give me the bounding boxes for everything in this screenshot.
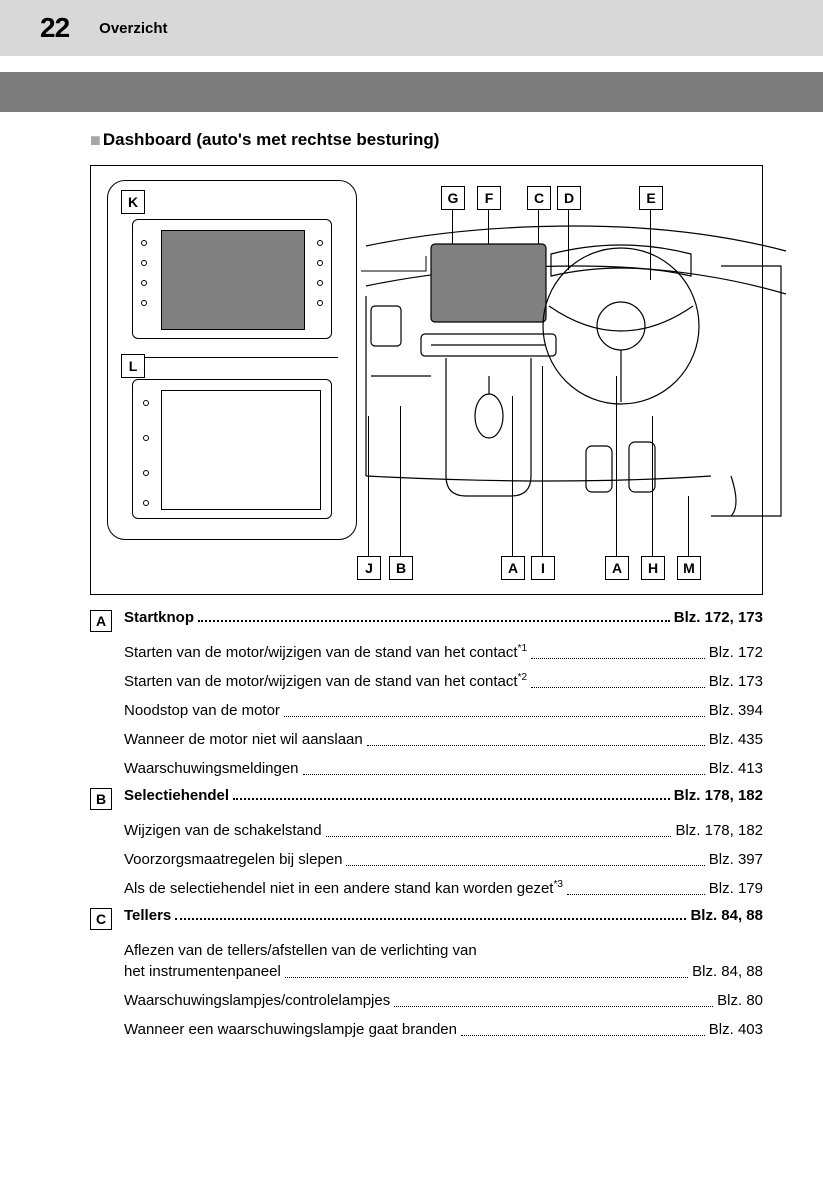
sub-label: Wijzigen van de schakelstand (124, 820, 322, 841)
page-number: 22 (40, 12, 69, 44)
entry-a: A Startknop Blz. 172, 173 Starten van de… (90, 609, 763, 779)
sub-row: Wijzigen van de schakelstand Blz. 178, 1… (124, 820, 763, 841)
entry-letter: C (90, 908, 112, 930)
leader-dots (285, 977, 688, 978)
panel-k-radio (132, 219, 332, 339)
page-header: 22 Overzicht (0, 0, 823, 56)
sub-page: Blz. 413 (709, 758, 763, 779)
sub-page: Blz. 173 (709, 671, 763, 692)
header-title: Overzicht (99, 20, 167, 37)
panel-l-screen (161, 390, 321, 510)
sub-page: Blz. 178, 182 (675, 820, 763, 841)
panel-button-icon (317, 260, 323, 266)
sub-page: Blz. 80 (717, 990, 763, 1011)
sub-label: Wanneer een waarschuwingslampje gaat bra… (124, 1019, 457, 1040)
sub-page: Blz. 397 (709, 849, 763, 870)
content-area: ■Dashboard (auto's met rechtse besturing… (0, 112, 823, 1040)
leader-dots (394, 1006, 713, 1007)
sub-row: Aflezen van de tellers/afstellen van de … (124, 940, 763, 982)
callout-l: L (121, 354, 145, 378)
sub-label-line1: Aflezen van de tellers/afstellen van de … (124, 940, 763, 961)
leader-dots (198, 620, 670, 622)
entry-page: Blz. 172, 173 (674, 609, 763, 626)
footnote-mark: *3 (553, 879, 562, 890)
sub-label: Waarschuwingsmeldingen (124, 758, 299, 779)
panel-divider (128, 357, 338, 358)
panel-button-icon (143, 400, 149, 406)
sub-label: Starten van de motor/wijzigen van de sta… (124, 644, 518, 661)
panel-button-icon (143, 435, 149, 441)
dashboard-diagram: K L G F C D E J B A I A H M (90, 165, 763, 595)
sub-page: Blz. 172 (709, 642, 763, 663)
square-bullet-icon: ■ (90, 130, 101, 150)
panel-button-icon (143, 470, 149, 476)
sub-row: Starten van de motor/wijzigen van de sta… (124, 671, 763, 692)
sub-row: Noodstop van de motor Blz. 394 (124, 700, 763, 721)
index-list: A Startknop Blz. 172, 173 Starten van de… (90, 609, 763, 1040)
sub-label: Waarschuwingslampjes/controlelampjes (124, 990, 390, 1011)
gray-band (0, 72, 823, 112)
sub-list: Aflezen van de tellers/afstellen van de … (124, 940, 763, 1040)
sub-label-line2: het instrumentenpaneel (124, 961, 281, 982)
sub-label: Voorzorgsmaatregelen bij slepen (124, 849, 342, 870)
panel-button-icon (317, 280, 323, 286)
entry-letter: B (90, 788, 112, 810)
panel-button-icon (141, 260, 147, 266)
leader-dots (367, 745, 705, 746)
sub-list: Starten van de motor/wijzigen van de sta… (124, 642, 763, 779)
leader-dots (531, 687, 705, 688)
sub-page: Blz. 435 (709, 729, 763, 750)
sub-list: Wijzigen van de schakelstand Blz. 178, 1… (124, 820, 763, 899)
footnote-mark: *2 (518, 672, 527, 683)
panel-button-icon (141, 300, 147, 306)
leader-dots (233, 798, 670, 800)
sub-page: Blz. 179 (709, 878, 763, 899)
leader-dots (303, 774, 705, 775)
section-title: ■Dashboard (auto's met rechtse besturing… (90, 130, 763, 151)
entry-page: Blz. 178, 182 (674, 787, 763, 804)
entry-letter: A (90, 610, 112, 632)
sub-row: Wanneer de motor niet wil aanslaan Blz. … (124, 729, 763, 750)
leader-dots (175, 918, 686, 920)
sub-row: Waarschuwingslampjes/controlelampjes Blz… (124, 990, 763, 1011)
panel-button-icon (143, 500, 149, 506)
leader-dots (531, 658, 705, 659)
callout-k: K (121, 190, 145, 214)
footnote-mark: *1 (518, 643, 527, 654)
panel-button-icon (141, 280, 147, 286)
sub-page: Blz. 394 (709, 700, 763, 721)
sub-label: Wanneer de motor niet wil aanslaan (124, 729, 363, 750)
sub-row: Starten van de motor/wijzigen van de sta… (124, 642, 763, 663)
leader-dots (346, 865, 704, 866)
sub-row: Waarschuwingsmeldingen Blz. 413 (124, 758, 763, 779)
sub-row: Voorzorgsmaatregelen bij slepen Blz. 397 (124, 849, 763, 870)
leader-dots (326, 836, 672, 837)
leader-dots (567, 894, 705, 895)
panel-button-icon (317, 240, 323, 246)
panel-button-icon (317, 300, 323, 306)
entry-c: C Tellers Blz. 84, 88 Aflezen van de tel… (90, 907, 763, 1040)
sub-label: Als de selectiehendel niet in een andere… (124, 880, 553, 897)
entry-title: Selectiehendel (124, 787, 229, 804)
sub-page: Blz. 84, 88 (692, 961, 763, 982)
sub-label: Noodstop van de motor (124, 700, 280, 721)
leader-dots (284, 716, 705, 717)
sub-page: Blz. 403 (709, 1019, 763, 1040)
entry-page: Blz. 84, 88 (690, 907, 763, 924)
panel-k-screen (161, 230, 305, 330)
panel-button-icon (141, 240, 147, 246)
panel-l-display (132, 379, 332, 519)
section-title-text: Dashboard (auto's met rechtse besturing) (103, 130, 440, 149)
sub-row: Als de selectiehendel niet in een andere… (124, 878, 763, 899)
dashboard-lineart (361, 176, 791, 586)
sub-label: Starten van de motor/wijzigen van de sta… (124, 673, 518, 690)
entry-title: Startknop (124, 609, 194, 626)
leader-dots (461, 1035, 705, 1036)
sub-row: Wanneer een waarschuwingslampje gaat bra… (124, 1019, 763, 1040)
entry-b: B Selectiehendel Blz. 178, 182 Wijzigen … (90, 787, 763, 899)
entry-title: Tellers (124, 907, 171, 924)
